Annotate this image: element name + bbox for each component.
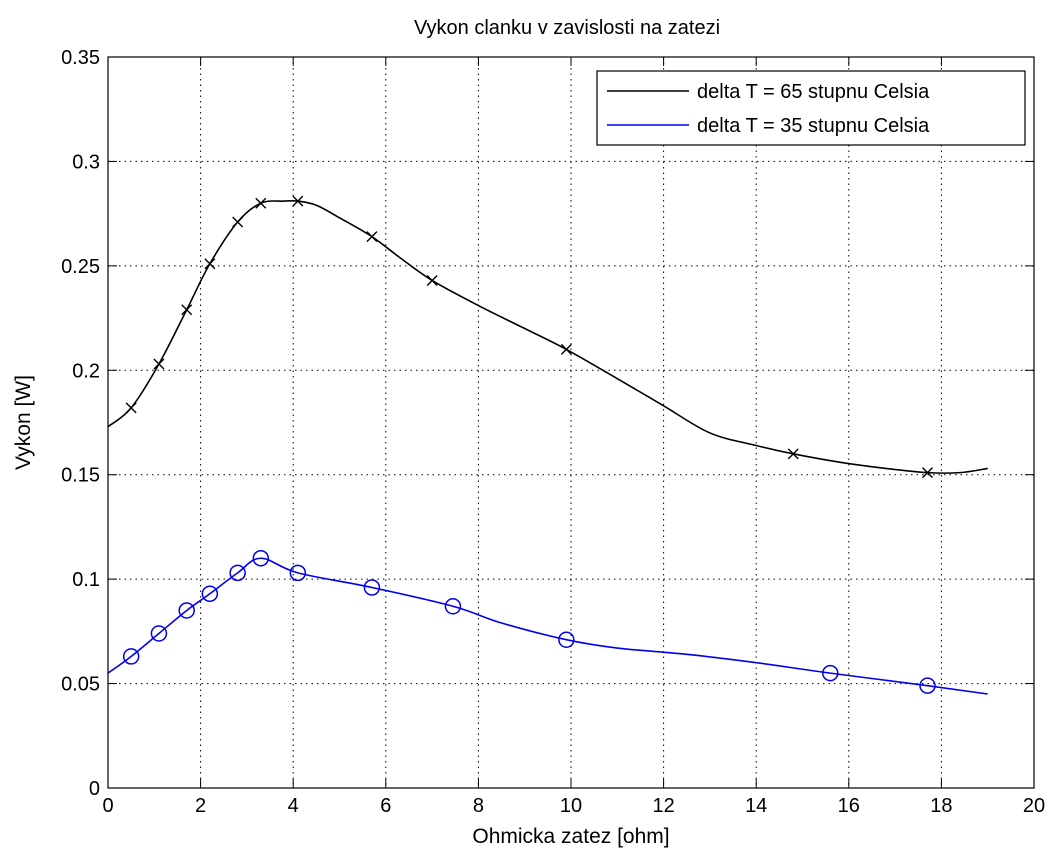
legend-box [596, 70, 1026, 146]
data-point-x-marker [560, 343, 572, 355]
data-point-x-marker [232, 216, 244, 228]
x-tick-label: 6 [380, 795, 391, 817]
axis-ticks: 0 2 4 6 8 10 12 14 16 18 20 0 0.05 0.1 0.15 0.2 0.25 0.3 0… [61, 47, 1045, 817]
y-tick-label: 0.15 [61, 465, 100, 487]
legend-label: delta T = 65 stupnu Celsia [697, 81, 930, 103]
x-tick-label: 10 [560, 795, 582, 817]
data-point-x-marker [922, 467, 934, 479]
data-point-circle-marker [122, 648, 140, 665]
data-point-circle-marker [150, 625, 168, 642]
data-point-x-marker [181, 304, 193, 316]
data-point-x-marker [255, 197, 267, 209]
data-point-circle-marker [444, 598, 462, 615]
data-point-circle-marker [558, 631, 575, 648]
data-point-circle-marker [289, 564, 307, 582]
x-axis-label: Ohmicka zatez [ohm] [472, 825, 669, 848]
data-point-circle-marker [363, 579, 381, 596]
series-layer [107, 195, 988, 695]
y-tick-label: 0.05 [61, 674, 100, 696]
y-tick-label: 0.3 [72, 151, 100, 173]
data-point-circle-marker [919, 677, 936, 694]
legend-item: delta T = 35 stupnu Celsia [607, 115, 930, 137]
data-point-circle-marker [229, 564, 246, 582]
data-point-x-marker [204, 258, 216, 270]
y-tick-label: 0.25 [61, 256, 100, 278]
y-axis-label: Vykon [W] [12, 375, 35, 470]
data-point-x-marker [787, 448, 799, 460]
data-point-circle-marker [822, 664, 839, 682]
y-tick-label: 0 [89, 778, 100, 800]
x-tick-label: 18 [930, 795, 952, 817]
legend-item: delta T = 65 stupnu Celsia [607, 81, 930, 103]
grid-lines [108, 57, 1034, 788]
x-tick-label: 2 [195, 795, 206, 817]
y-tick-label: 0.1 [72, 569, 100, 591]
y-tick-label: 0.2 [72, 360, 100, 382]
data-point-circle-marker [178, 602, 195, 619]
data-point-circle-marker [252, 550, 270, 567]
x-tick-label: 12 [652, 795, 674, 817]
x-tick-label: 20 [1023, 795, 1045, 817]
series-line [107, 557, 988, 695]
chart-title: Vykon clanku v zavislosti na zatezi [414, 17, 720, 39]
data-point-x-marker [292, 195, 304, 207]
legend-label: delta T = 35 stupnu Celsia [697, 115, 930, 137]
series-line [107, 199, 988, 474]
data-point-x-marker [366, 231, 378, 243]
legend: delta T = 65 stupnu Celsia delta T = 35 s… [596, 70, 1026, 146]
x-tick-label: 14 [745, 795, 767, 817]
series-1 [107, 195, 988, 479]
data-point-x-marker [153, 358, 165, 370]
data-point-x-marker [426, 274, 438, 286]
y-tick-label: 0.35 [61, 47, 100, 69]
x-tick-label: 4 [288, 795, 299, 817]
x-tick-label: 0 [102, 795, 113, 817]
series-2 [107, 550, 988, 695]
data-point-x-marker [125, 402, 137, 414]
x-tick-label: 16 [838, 795, 860, 817]
data-point-circle-marker [201, 585, 219, 603]
x-tick-label: 8 [473, 795, 484, 817]
plot-frame [107, 56, 1035, 789]
